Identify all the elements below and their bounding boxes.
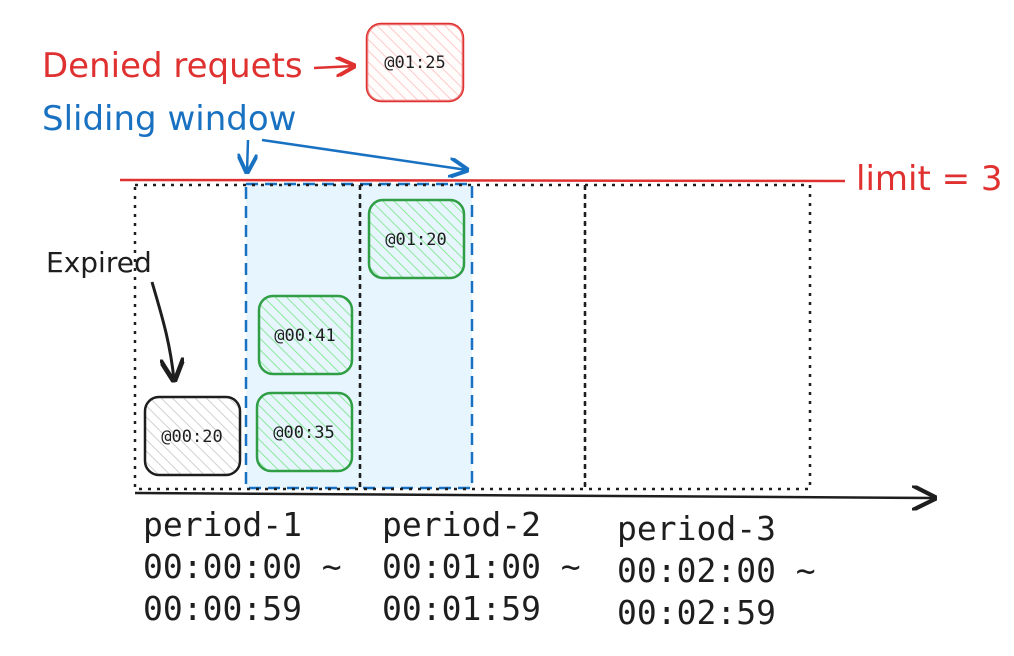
accepted-request-box: @00:35 bbox=[255, 391, 354, 473]
accepted-request-time: @00:35 bbox=[273, 423, 334, 443]
time-axis bbox=[134, 493, 935, 498]
expired-request-time: @00:20 bbox=[161, 427, 222, 447]
limit-label: limit = 3 bbox=[856, 159, 1003, 199]
period-name: period-1 bbox=[143, 505, 302, 544]
period-start: 00:01:00 ~ bbox=[382, 547, 581, 586]
period-1-label: period-1 00:00:00 ~ 00:00:59 bbox=[143, 505, 342, 628]
denied-arrow bbox=[313, 66, 354, 68]
accepted-request-box: @01:20 bbox=[367, 198, 466, 280]
sliding-window-label: Sliding window bbox=[42, 99, 296, 139]
period-3-box bbox=[583, 183, 812, 491]
expired-request-box: @00:20 bbox=[143, 395, 242, 477]
denied-request-time: @01:25 bbox=[384, 53, 445, 73]
denied-requests-label: Denied requets bbox=[42, 46, 303, 86]
period-start: 00:00:00 ~ bbox=[143, 547, 342, 586]
period-1-box bbox=[133, 183, 362, 491]
limit-line bbox=[119, 178, 846, 183]
sliding-window-arrow-left bbox=[247, 139, 248, 172]
period-2-box bbox=[358, 183, 587, 491]
period-name: period-2 bbox=[382, 505, 541, 544]
period-end: 00:00:59 bbox=[143, 589, 302, 628]
period-3-label: period-3 00:02:00 ~ 00:02:59 bbox=[617, 509, 816, 632]
sliding-window-arrow-right bbox=[261, 138, 467, 170]
denied-request-box: @01:25 bbox=[365, 22, 465, 103]
accepted-request-box: @00:41 bbox=[257, 294, 354, 376]
period-start: 00:02:00 ~ bbox=[617, 551, 816, 590]
expired-label: Expired bbox=[46, 246, 152, 279]
period-2-label: period-2 00:01:00 ~ 00:01:59 bbox=[382, 505, 581, 628]
period-name: period-3 bbox=[617, 509, 776, 548]
expired-arrow bbox=[150, 281, 174, 380]
accepted-request-time: @01:20 bbox=[385, 230, 446, 250]
accepted-request-time: @00:41 bbox=[274, 326, 335, 346]
period-end: 00:02:59 bbox=[617, 593, 776, 632]
period-end: 00:01:59 bbox=[382, 589, 541, 628]
